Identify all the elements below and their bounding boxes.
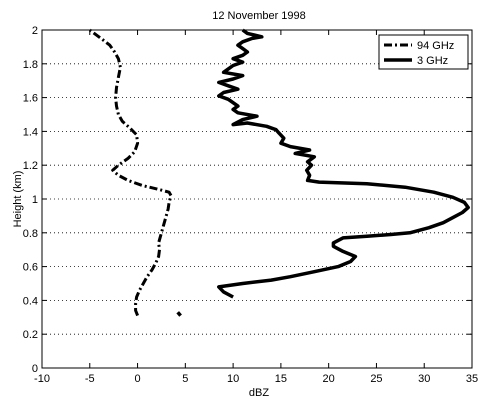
y-tick-label: 1.2 bbox=[23, 160, 38, 172]
legend-label-3ghz: 3 GHz bbox=[417, 55, 448, 67]
y-tick-label: 0.8 bbox=[23, 228, 38, 240]
axis-ticks: 0 0.2 0.4 0.6 0.8 1 1.2 1.4 1.6 1.8 2 -10 -5 0 5 10 15 20… bbox=[23, 25, 478, 385]
y-tick-label: 2 bbox=[32, 25, 38, 37]
y-tick-label: 1.6 bbox=[23, 93, 38, 105]
x-tick-label: -10 bbox=[34, 373, 50, 385]
legend-label-94ghz: 94 GHz bbox=[417, 40, 454, 52]
x-tick-label: 0 bbox=[134, 373, 140, 385]
x-tick-label: 15 bbox=[275, 373, 287, 385]
y-axis-label: Height (km) bbox=[12, 171, 24, 228]
y-tick-label: 1.8 bbox=[23, 59, 38, 71]
x-tick-label: 20 bbox=[323, 373, 335, 385]
x-tick-label: 30 bbox=[418, 373, 430, 385]
x-tick-label: 5 bbox=[182, 373, 188, 385]
legend: 94 GHz 3 GHz bbox=[378, 34, 469, 70]
y-tick-label: 0.6 bbox=[23, 262, 38, 274]
y-tick-label: 0 bbox=[32, 363, 38, 375]
legend-box bbox=[378, 34, 469, 70]
series-3ghz-line-segment-1 bbox=[217, 28, 470, 299]
y-tick-label: 0.2 bbox=[23, 329, 38, 341]
horizontal-gridlines bbox=[42, 63, 472, 335]
y-tick-label: 1 bbox=[32, 194, 38, 206]
x-tick-label: 25 bbox=[370, 373, 382, 385]
series-lines bbox=[88, 28, 470, 317]
x-tick-label: 10 bbox=[227, 373, 239, 385]
x-axis-label: dBZ bbox=[249, 387, 269, 399]
series-94ghz-line bbox=[88, 28, 173, 317]
x-tick-label: -5 bbox=[85, 373, 95, 385]
y-tick-label: 0.4 bbox=[23, 295, 38, 307]
chart-title: 12 November 1998 bbox=[212, 10, 306, 22]
series-3ghz-line-segment-0 bbox=[176, 311, 182, 317]
y-tick-label: 1.4 bbox=[23, 126, 38, 138]
x-tick-label: 35 bbox=[466, 373, 478, 385]
